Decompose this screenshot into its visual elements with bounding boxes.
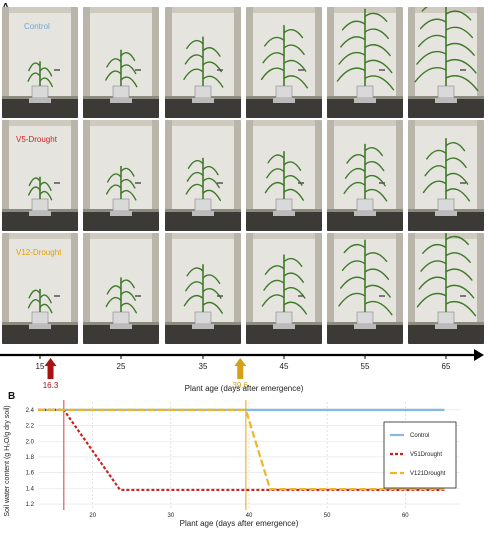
row-label: V5-Drought bbox=[16, 135, 57, 144]
plant-photo bbox=[327, 7, 403, 118]
plant-photo bbox=[83, 120, 159, 231]
y-tick-label: 2.4 bbox=[26, 408, 35, 414]
timeline-tick-label: 55 bbox=[361, 362, 370, 371]
x-tick-label: 50 bbox=[324, 513, 331, 519]
y-axis-title: Soil water content (g H₂O/g dry soil) bbox=[4, 405, 11, 516]
row-label: V12-Drought bbox=[16, 248, 62, 257]
row-label: Control bbox=[24, 22, 50, 31]
legend-entry: V121Drought bbox=[410, 471, 446, 477]
timeline-tick-label: 15 bbox=[36, 362, 45, 371]
legend-entry: V51Drought bbox=[410, 452, 442, 458]
plant-photo bbox=[327, 233, 403, 344]
y-tick-label: 1.6 bbox=[26, 471, 35, 477]
x-axis-title: Plant age (days after emergence) bbox=[180, 519, 299, 528]
y-tick-label: 1.4 bbox=[26, 486, 35, 492]
plant-photo bbox=[327, 120, 403, 231]
timeline-tick-label: 65 bbox=[442, 362, 451, 371]
legend-entry: Control bbox=[410, 433, 429, 439]
timeline-arrowhead bbox=[474, 349, 484, 361]
plant-photo bbox=[165, 120, 241, 231]
y-tick-label: 2.0 bbox=[26, 439, 35, 445]
plant-photo-grid: Control V5-Drought V12-Drought bbox=[0, 3, 484, 344]
plant-photo bbox=[408, 120, 484, 231]
y-tick-label: 2.2 bbox=[26, 424, 35, 430]
x-tick-label: 30 bbox=[168, 513, 175, 519]
plant-photo bbox=[408, 233, 484, 344]
plant-photo bbox=[246, 233, 322, 344]
plant-photo bbox=[165, 233, 241, 344]
plant-photo bbox=[83, 7, 159, 118]
x-tick-label: 60 bbox=[402, 513, 409, 519]
stress-onset-arrow bbox=[234, 358, 247, 379]
stress-onset-label: 16.3 bbox=[43, 381, 59, 390]
plant-photo bbox=[2, 120, 78, 231]
timeline-tick-label: 25 bbox=[117, 362, 126, 371]
x-tick-label: 20 bbox=[89, 513, 96, 519]
panel-label-b: B bbox=[8, 391, 16, 402]
timeline-axis-title: Plant age (days after emergence) bbox=[185, 384, 304, 393]
plant-photo bbox=[408, 7, 484, 118]
x-tick-label: 40 bbox=[246, 513, 253, 519]
plant-photo bbox=[165, 7, 241, 118]
plant-photo bbox=[2, 233, 78, 344]
stress-onset-arrow bbox=[44, 358, 57, 379]
series-line-v121drought bbox=[38, 408, 445, 491]
y-tick-label: 1.2 bbox=[26, 502, 35, 508]
plant-photo bbox=[83, 233, 159, 344]
plant-photo bbox=[2, 7, 78, 118]
plant-photo bbox=[246, 7, 322, 118]
plant-photo bbox=[246, 120, 322, 231]
timeline-tick-label: 35 bbox=[199, 362, 208, 371]
stress-onset-label: 39.6 bbox=[232, 381, 248, 390]
timeline-tick-label: 45 bbox=[280, 362, 289, 371]
soil-water-chart: 20 30 40 50 60 1.2 1.4 1.6 1.8 2.0 2.2 2.4 Control V5… bbox=[4, 400, 460, 528]
y-tick-label: 1.8 bbox=[26, 455, 35, 461]
